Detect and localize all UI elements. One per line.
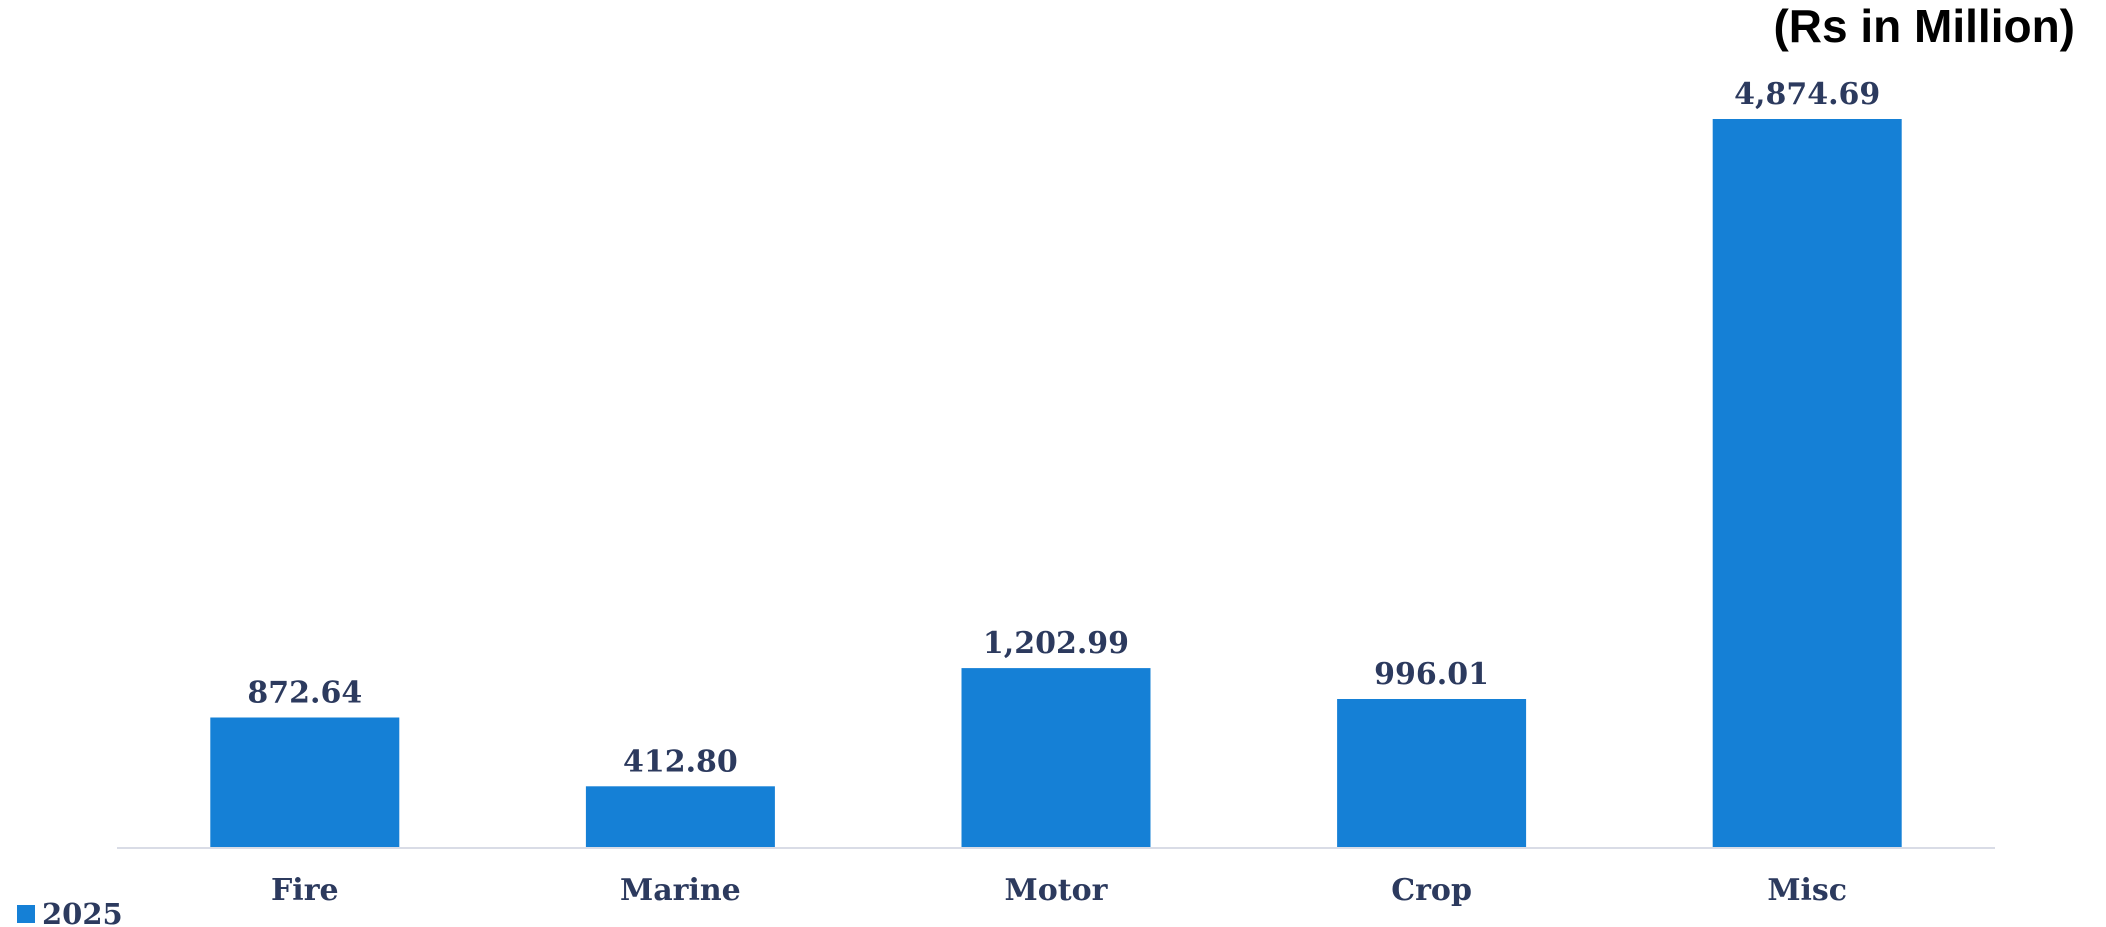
x-tick-label-fire: Fire — [271, 873, 339, 908]
bar-misc — [1712, 119, 1902, 848]
value-label-motor: 1,202.99 — [983, 626, 1129, 661]
value-label-crop: 996.01 — [1374, 657, 1489, 692]
x-tick-label-crop: Crop — [1391, 873, 1472, 908]
value-label-misc: 4,874.69 — [1734, 77, 1880, 112]
legend-label: 2025 — [42, 897, 123, 927]
bar-fire — [210, 717, 400, 848]
value-label-fire: 872.64 — [247, 676, 362, 711]
legend: 2025 — [17, 897, 123, 927]
unit-label: (Rs in Million) — [1773, 0, 2075, 52]
legend-swatch — [17, 905, 35, 923]
bar-marine — [585, 786, 775, 848]
value-label-marine: 412.80 — [623, 744, 738, 779]
bar-crop — [1337, 699, 1527, 848]
bars-group — [210, 119, 1902, 848]
bar-motor — [961, 668, 1151, 848]
x-tick-label-misc: Misc — [1767, 873, 1847, 908]
value-labels-group: 872.64 412.80 1,202.99 996.01 4,874.69 — [247, 77, 1880, 779]
x-tick-label-motor: Motor — [1005, 873, 1109, 908]
x-tick-label-marine: Marine — [620, 873, 741, 908]
x-tick-labels-group: Fire Marine Motor Crop Misc — [271, 873, 1847, 908]
